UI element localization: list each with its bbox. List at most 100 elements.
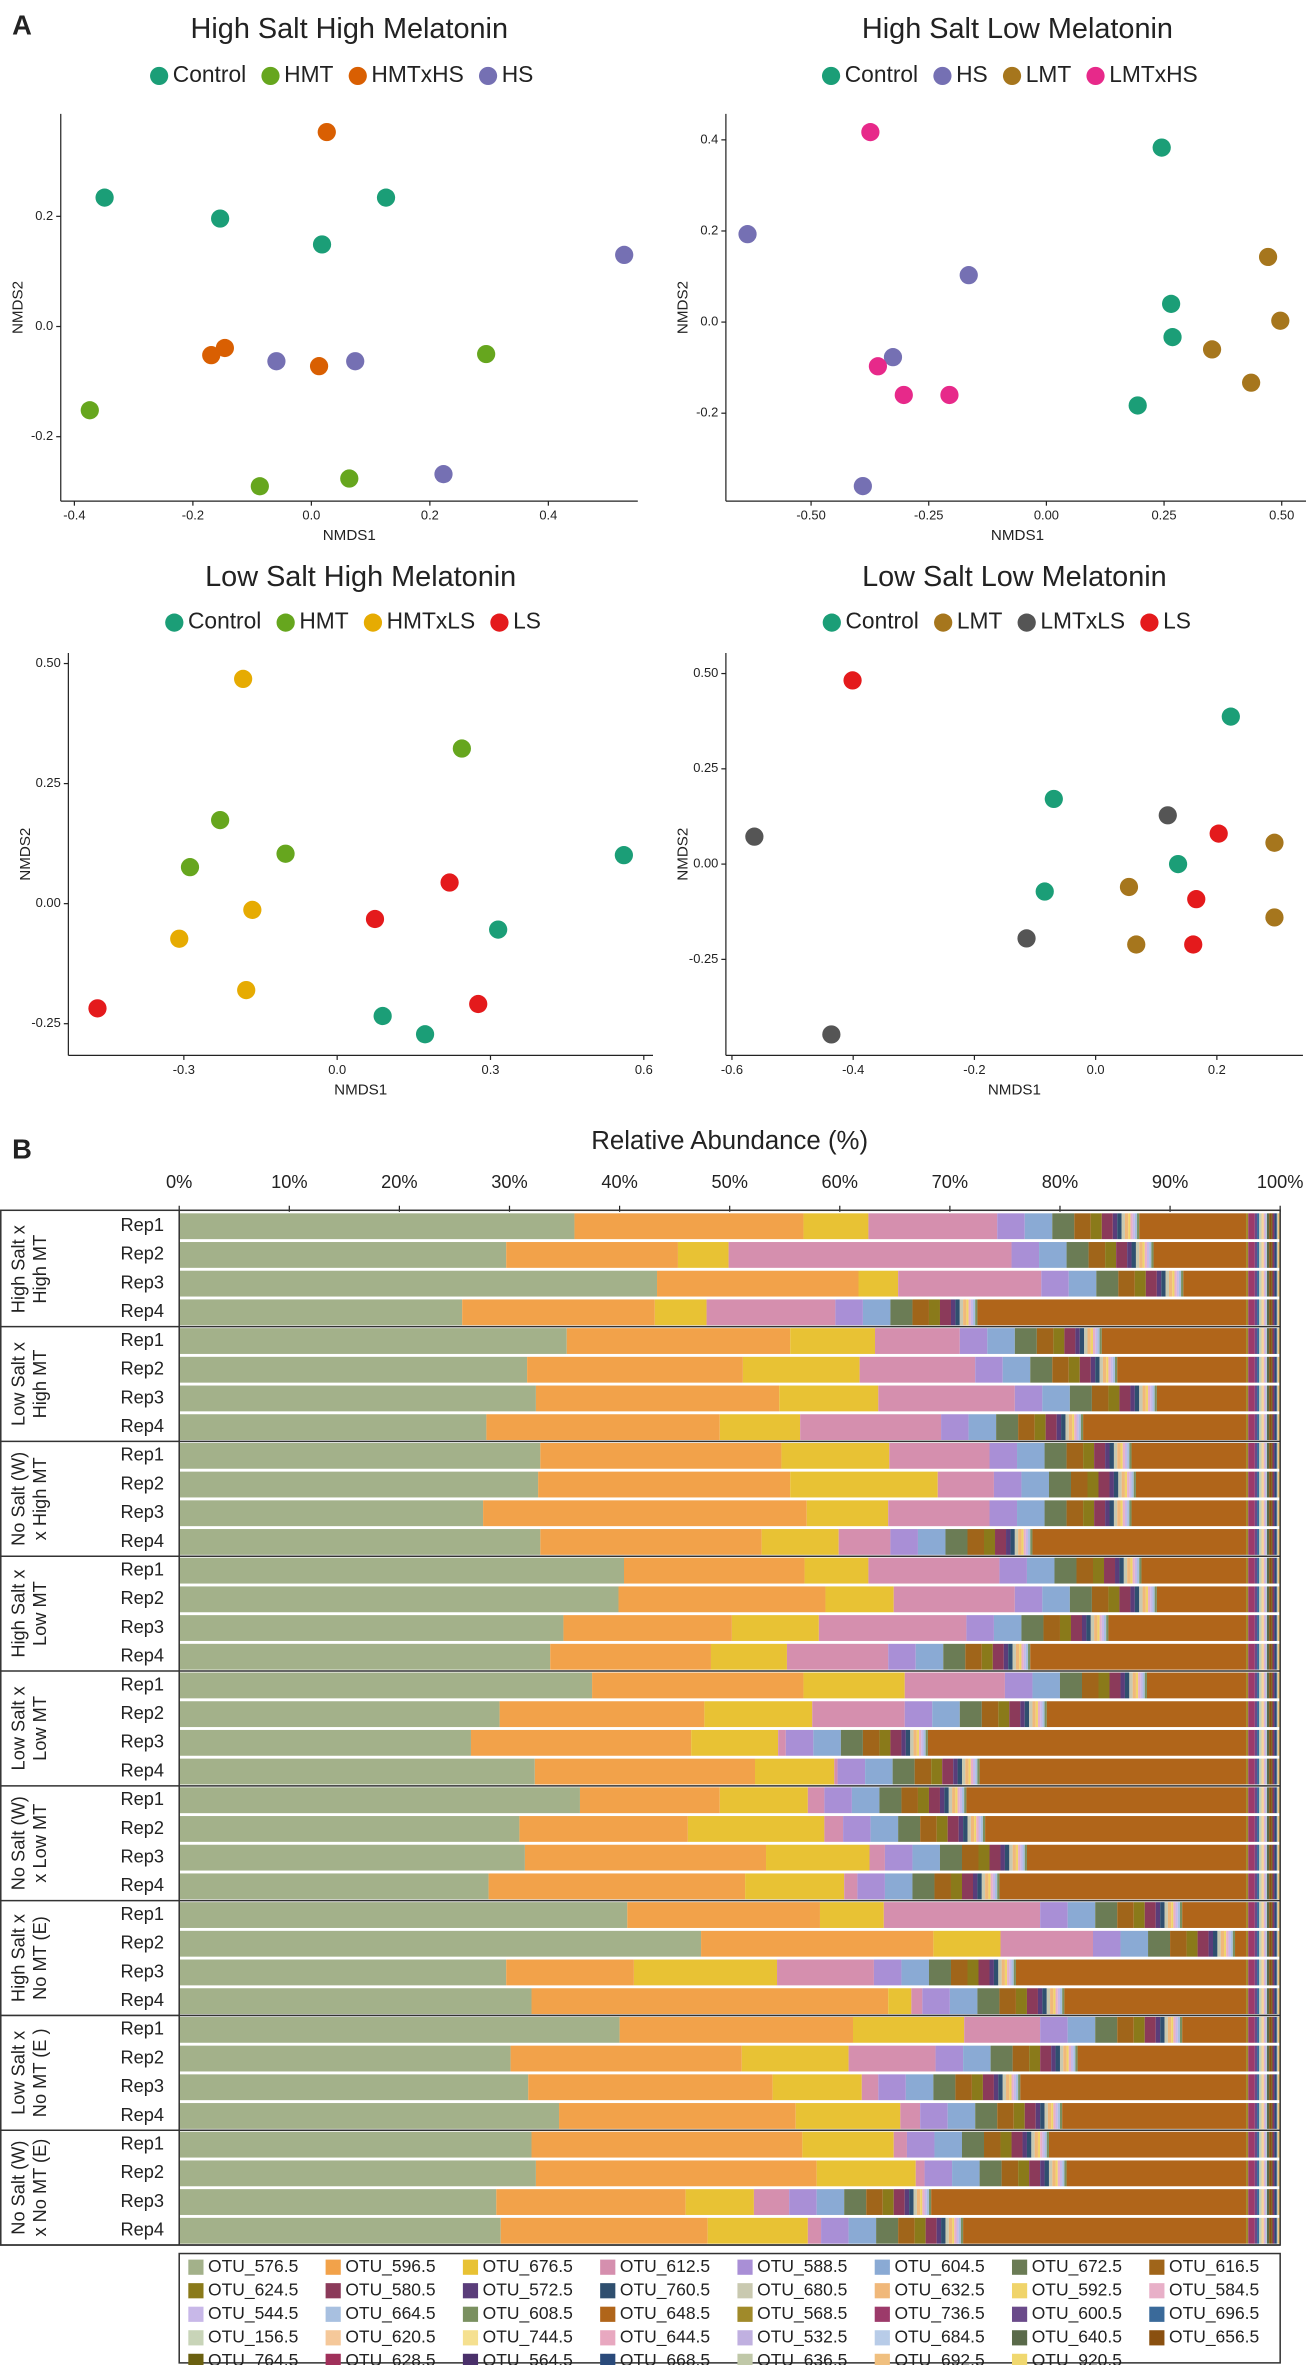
point — [1163, 328, 1182, 347]
bar-segment — [1246, 1672, 1249, 1699]
bar-segment — [1051, 2045, 1056, 2072]
bar-segment — [861, 2074, 879, 2101]
bar-segment — [1052, 1213, 1075, 1240]
bar-segment — [1262, 2189, 1264, 2215]
bar-segment — [1272, 1471, 1274, 1498]
category-label: Rep3 — [120, 1387, 164, 1407]
point — [267, 352, 286, 371]
bar-segment — [1011, 1959, 1014, 1986]
bar-segment — [937, 1471, 994, 1498]
bar-segment — [1065, 1414, 1069, 1441]
bar-segment — [1248, 1787, 1255, 1814]
legend-swatch — [874, 2259, 890, 2275]
bar-segment — [1124, 1471, 1128, 1498]
bar-segment — [1272, 1816, 1274, 1842]
bar-segment — [1265, 2103, 1267, 2129]
bar-segment — [931, 1758, 943, 1785]
bar-segment — [893, 1586, 1015, 1613]
bar-segment — [1272, 2074, 1274, 2101]
bar-segment — [1261, 1930, 1263, 1957]
bar-segment — [961, 1787, 965, 1814]
bar-segment — [1265, 2074, 1267, 2101]
bar-segment — [627, 1902, 820, 1928]
bar-segment — [985, 1816, 1247, 1842]
bar-segment — [1246, 1615, 1249, 1641]
bar-segment — [837, 1758, 866, 1785]
bar-segment — [1276, 2217, 1278, 2244]
category-label: Rep4 — [120, 2220, 164, 2240]
bar-segment — [1277, 2074, 1280, 2101]
group-label: Low MT — [30, 1696, 50, 1761]
bar-segment — [1266, 1701, 1270, 1728]
bar-segment — [1042, 1385, 1070, 1412]
bar-segment — [840, 1729, 863, 1756]
bar-segment — [1056, 1414, 1062, 1441]
bar-segment — [179, 2045, 511, 2072]
bar-segment — [1274, 2074, 1277, 2101]
bar-segment — [1262, 1844, 1264, 1871]
bar-segment — [1146, 1672, 1247, 1699]
bar-segment — [657, 1270, 859, 1297]
bar-segment — [1264, 1299, 1266, 1326]
bar-segment — [1120, 1442, 1123, 1469]
legend-marker — [150, 66, 169, 86]
bar-segment — [1271, 1902, 1273, 1928]
bar-segment — [1265, 1356, 1267, 1383]
bar-segment — [1269, 1729, 1272, 1756]
bar-segment — [1272, 1356, 1274, 1383]
bar-segment — [1277, 1356, 1280, 1383]
bar-segment — [1109, 1672, 1121, 1699]
bar-segment — [1248, 1643, 1255, 1670]
bar-segment — [1246, 1902, 1249, 1928]
bar-segment — [1035, 2103, 1041, 2129]
bar-segment — [998, 1701, 1010, 1728]
bar-segment — [1021, 1643, 1024, 1670]
bar-segment — [866, 2189, 883, 2215]
bar-segment — [1272, 1414, 1274, 1441]
bar-segment — [1254, 1500, 1258, 1527]
x-tick-label: -0.50 — [796, 508, 825, 523]
bar-segment — [1025, 1529, 1029, 1555]
chart-title: High Salt High Melatonin — [191, 13, 508, 45]
bar-segment — [1127, 1557, 1131, 1584]
bar-segment — [1265, 1787, 1267, 1814]
point — [1128, 396, 1147, 415]
bar-segment — [1248, 1902, 1255, 1928]
bar-segment — [1091, 1385, 1109, 1412]
bar-segment — [1007, 1959, 1010, 1986]
bar-segment — [1262, 2074, 1264, 2101]
bar-segment — [1259, 1930, 1262, 1957]
bar-segment — [957, 1758, 962, 1785]
bar-segment — [1265, 1615, 1267, 1641]
bar-segment — [1044, 1701, 1047, 1728]
bar-segment — [1138, 1672, 1141, 1699]
bar-segment — [1011, 1242, 1040, 1268]
bar-segment — [1254, 1385, 1258, 1412]
bar-segment — [1265, 1873, 1267, 1900]
bar-segment — [179, 1758, 535, 1785]
bar-segment — [1259, 2131, 1262, 2158]
bar-segment — [1133, 2016, 1145, 2043]
bar-segment — [1261, 2189, 1263, 2215]
bar-segment — [1254, 2160, 1258, 2187]
bar-segment — [1272, 2160, 1274, 2187]
bar-segment — [1259, 1529, 1262, 1555]
bar-segment — [1272, 1959, 1274, 1986]
bar-segment — [1276, 1729, 1278, 1756]
bar-segment — [559, 2103, 796, 2129]
bar-segment — [975, 1299, 978, 1326]
bar-segment — [888, 1643, 916, 1670]
bar-segment — [1276, 1356, 1278, 1383]
bar-segment — [1259, 2016, 1262, 2043]
bar-segment — [1075, 2045, 1078, 2072]
legend-label: OTU_616.5 — [1169, 2256, 1259, 2277]
bar-segment — [1116, 1242, 1128, 1268]
bar-segment — [1264, 2189, 1266, 2215]
point — [80, 401, 99, 420]
bar-segment — [958, 1816, 964, 1842]
bar-segment — [1274, 1959, 1277, 1986]
bar-segment — [1097, 1328, 1100, 1354]
bar-segment — [1117, 1500, 1121, 1527]
bar-segment — [1266, 1816, 1270, 1842]
bar-segment — [1173, 2016, 1176, 2043]
